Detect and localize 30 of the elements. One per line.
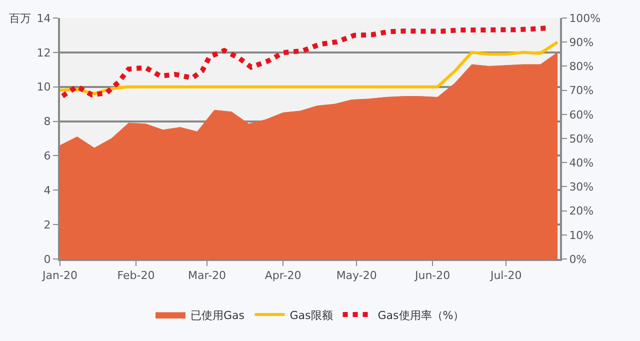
x-tick-label: May-20 [336,269,377,282]
y2-tick-label: 60% [569,108,594,122]
y-tick-label: 14 [36,12,51,25]
legend-label: 已使用Gas [190,308,245,322]
y2-tick-label: 100% [569,12,601,25]
legend-label: Gas使用率（%） [378,308,464,322]
y2-tick-label: 10% [569,228,594,242]
x-tick-label: Jan-20 [42,269,78,282]
y2-tick-label: 30% [569,180,594,194]
y2-tick-label: 20% [569,204,594,218]
x-tick-label: Apr-20 [264,269,302,282]
y-tick-label: 2 [44,218,51,232]
x-tick-label: Jun-20 [414,269,450,282]
x-tick-label: Feb-20 [117,269,155,282]
y2-tick-label: 70% [569,84,594,98]
y2-tick-label: 80% [569,60,594,74]
x-tick-label: Jul-20 [489,269,522,282]
y-axis-title: 百万 [9,12,31,25]
y2-tick-label: 0% [569,252,587,266]
legend-label: Gas限额 [290,308,333,322]
y-tick-label: 4 [44,184,51,197]
y-tick-label: 0 [44,252,51,266]
x-tick-label: Mar-20 [188,269,226,282]
y-tick-label: 6 [44,150,51,163]
y2-tick-label: 50% [569,132,594,146]
y2-tick-label: 40% [569,156,594,170]
y-tick-label: 10 [36,80,51,94]
y2-tick-label: 90% [569,36,594,49]
y-tick-label: 8 [44,115,51,128]
y-tick-label: 12 [36,46,51,60]
